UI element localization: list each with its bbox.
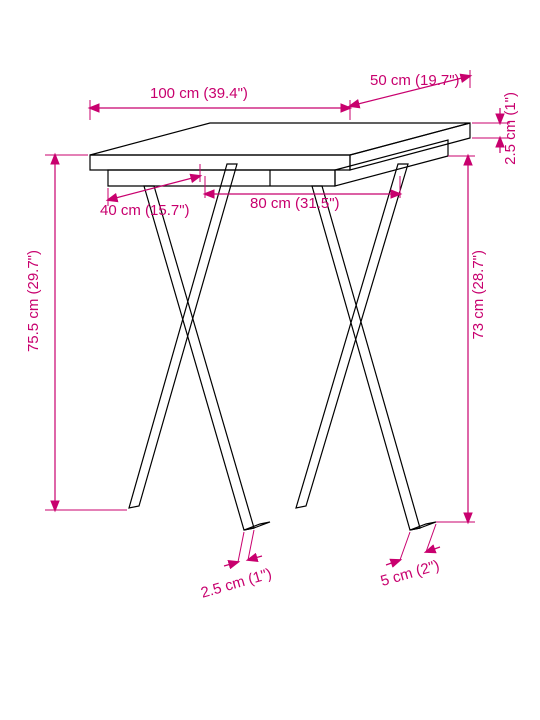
label-leg-height: 73 cm (28.7") [470,250,488,340]
label-frame-width: 80 cm (31.5") [250,195,340,213]
tabletop-top [90,123,470,155]
dim-leg-depth-a [386,560,400,565]
diagram-svg [0,0,540,720]
label-total-height: 75.5 cm (29.7") [25,250,43,352]
tabletop-side [350,123,470,170]
label-top-width: 100 cm (39.4") [150,85,248,103]
diagram-stage: 100 cm (39.4") 50 cm (19.7") 2.5 cm (1")… [0,0,540,720]
apron-side [335,140,448,186]
dim-leg-depth-b [426,547,440,552]
label-frame-depth: 40 cm (15.7") [100,202,190,220]
leg-right [296,164,436,530]
label-top-depth: 50 cm (19.7") [370,72,460,90]
dim-frame-depth [108,176,200,200]
tabletop-front [90,155,350,170]
dim-leg-thick-b [248,556,262,560]
label-top-thick: 2.5 cm (1") [502,92,520,165]
dim-leg-thick-a [224,562,238,566]
